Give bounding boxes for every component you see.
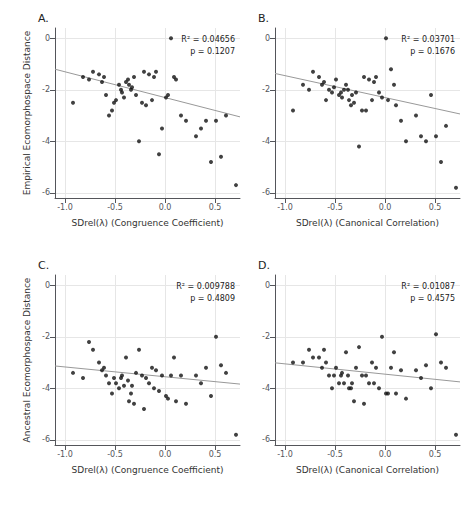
svg-text:B.: B.: [258, 12, 269, 25]
svg-text:0: 0: [265, 34, 270, 43]
svg-text:p = 0.4809: p = 0.4809: [190, 294, 235, 303]
svg-text:p = 0.1676: p = 0.1676: [410, 47, 455, 56]
svg-text:-4: -4: [262, 137, 270, 146]
svg-text:A.: A.: [38, 12, 49, 25]
svg-text:p = 0.1207: p = 0.1207: [190, 47, 235, 56]
svg-text:-2: -2: [42, 332, 50, 341]
svg-text:R² = 0.009788: R² = 0.009788: [176, 282, 235, 291]
svg-text:p = 0.4575: p = 0.4575: [410, 294, 455, 303]
svg-text:0: 0: [265, 281, 270, 290]
svg-text:-0.5: -0.5: [107, 203, 123, 212]
svg-text:0.0: 0.0: [379, 203, 392, 212]
svg-text:-6: -6: [262, 188, 270, 197]
svg-text:Ancestral Ecomorphospace Dista: Ancestral Ecomorphospace Distance: [22, 277, 32, 442]
svg-text:SDrel(λ) (Congruence Coefficie: SDrel(λ) (Congruence Coefficient): [72, 218, 224, 228]
svg-text:0.5: 0.5: [429, 450, 442, 459]
svg-text:-2: -2: [262, 85, 270, 94]
svg-text:-2: -2: [42, 85, 50, 94]
svg-text:-4: -4: [42, 137, 50, 146]
svg-text:0: 0: [45, 281, 50, 290]
svg-text:-1.0: -1.0: [277, 203, 293, 212]
svg-text:-1.0: -1.0: [277, 450, 293, 459]
svg-text:-6: -6: [42, 435, 50, 444]
svg-text:C.: C.: [38, 259, 49, 272]
svg-text:-6: -6: [42, 188, 50, 197]
svg-text:-0.5: -0.5: [327, 450, 343, 459]
svg-text:R² = 0.04656: R² = 0.04656: [181, 35, 235, 44]
svg-text:Empirical Ecomorphospace Dista: Empirical Ecomorphospace Distance: [22, 30, 32, 195]
svg-text:-1.0: -1.0: [57, 450, 73, 459]
svg-text:R² = 0.03701: R² = 0.03701: [401, 35, 455, 44]
svg-text:SDrel(λ) (Canonical Correlatio: SDrel(λ) (Canonical Correlation): [296, 218, 439, 228]
svg-text:R² = 0.01087: R² = 0.01087: [401, 282, 455, 291]
svg-text:D.: D.: [258, 259, 270, 272]
svg-text:SDrel(λ) (Congruence Coefficie: SDrel(λ) (Congruence Coefficient): [72, 465, 224, 475]
svg-text:-0.5: -0.5: [327, 203, 343, 212]
svg-text:0.5: 0.5: [209, 203, 222, 212]
svg-text:-0.5: -0.5: [107, 450, 123, 459]
svg-text:-6: -6: [262, 435, 270, 444]
svg-text:0.0: 0.0: [159, 450, 172, 459]
svg-text:-2: -2: [262, 332, 270, 341]
svg-text:-1.0: -1.0: [57, 203, 73, 212]
svg-text:-4: -4: [262, 384, 270, 393]
svg-text:0.5: 0.5: [209, 450, 222, 459]
svg-text:0: 0: [45, 34, 50, 43]
svg-text:SDrel(λ) (Canonical Correlatio: SDrel(λ) (Canonical Correlation): [296, 465, 439, 475]
svg-text:0.0: 0.0: [379, 450, 392, 459]
svg-text:0.0: 0.0: [159, 203, 172, 212]
svg-text:0.5: 0.5: [429, 203, 442, 212]
svg-text:-4: -4: [42, 384, 50, 393]
